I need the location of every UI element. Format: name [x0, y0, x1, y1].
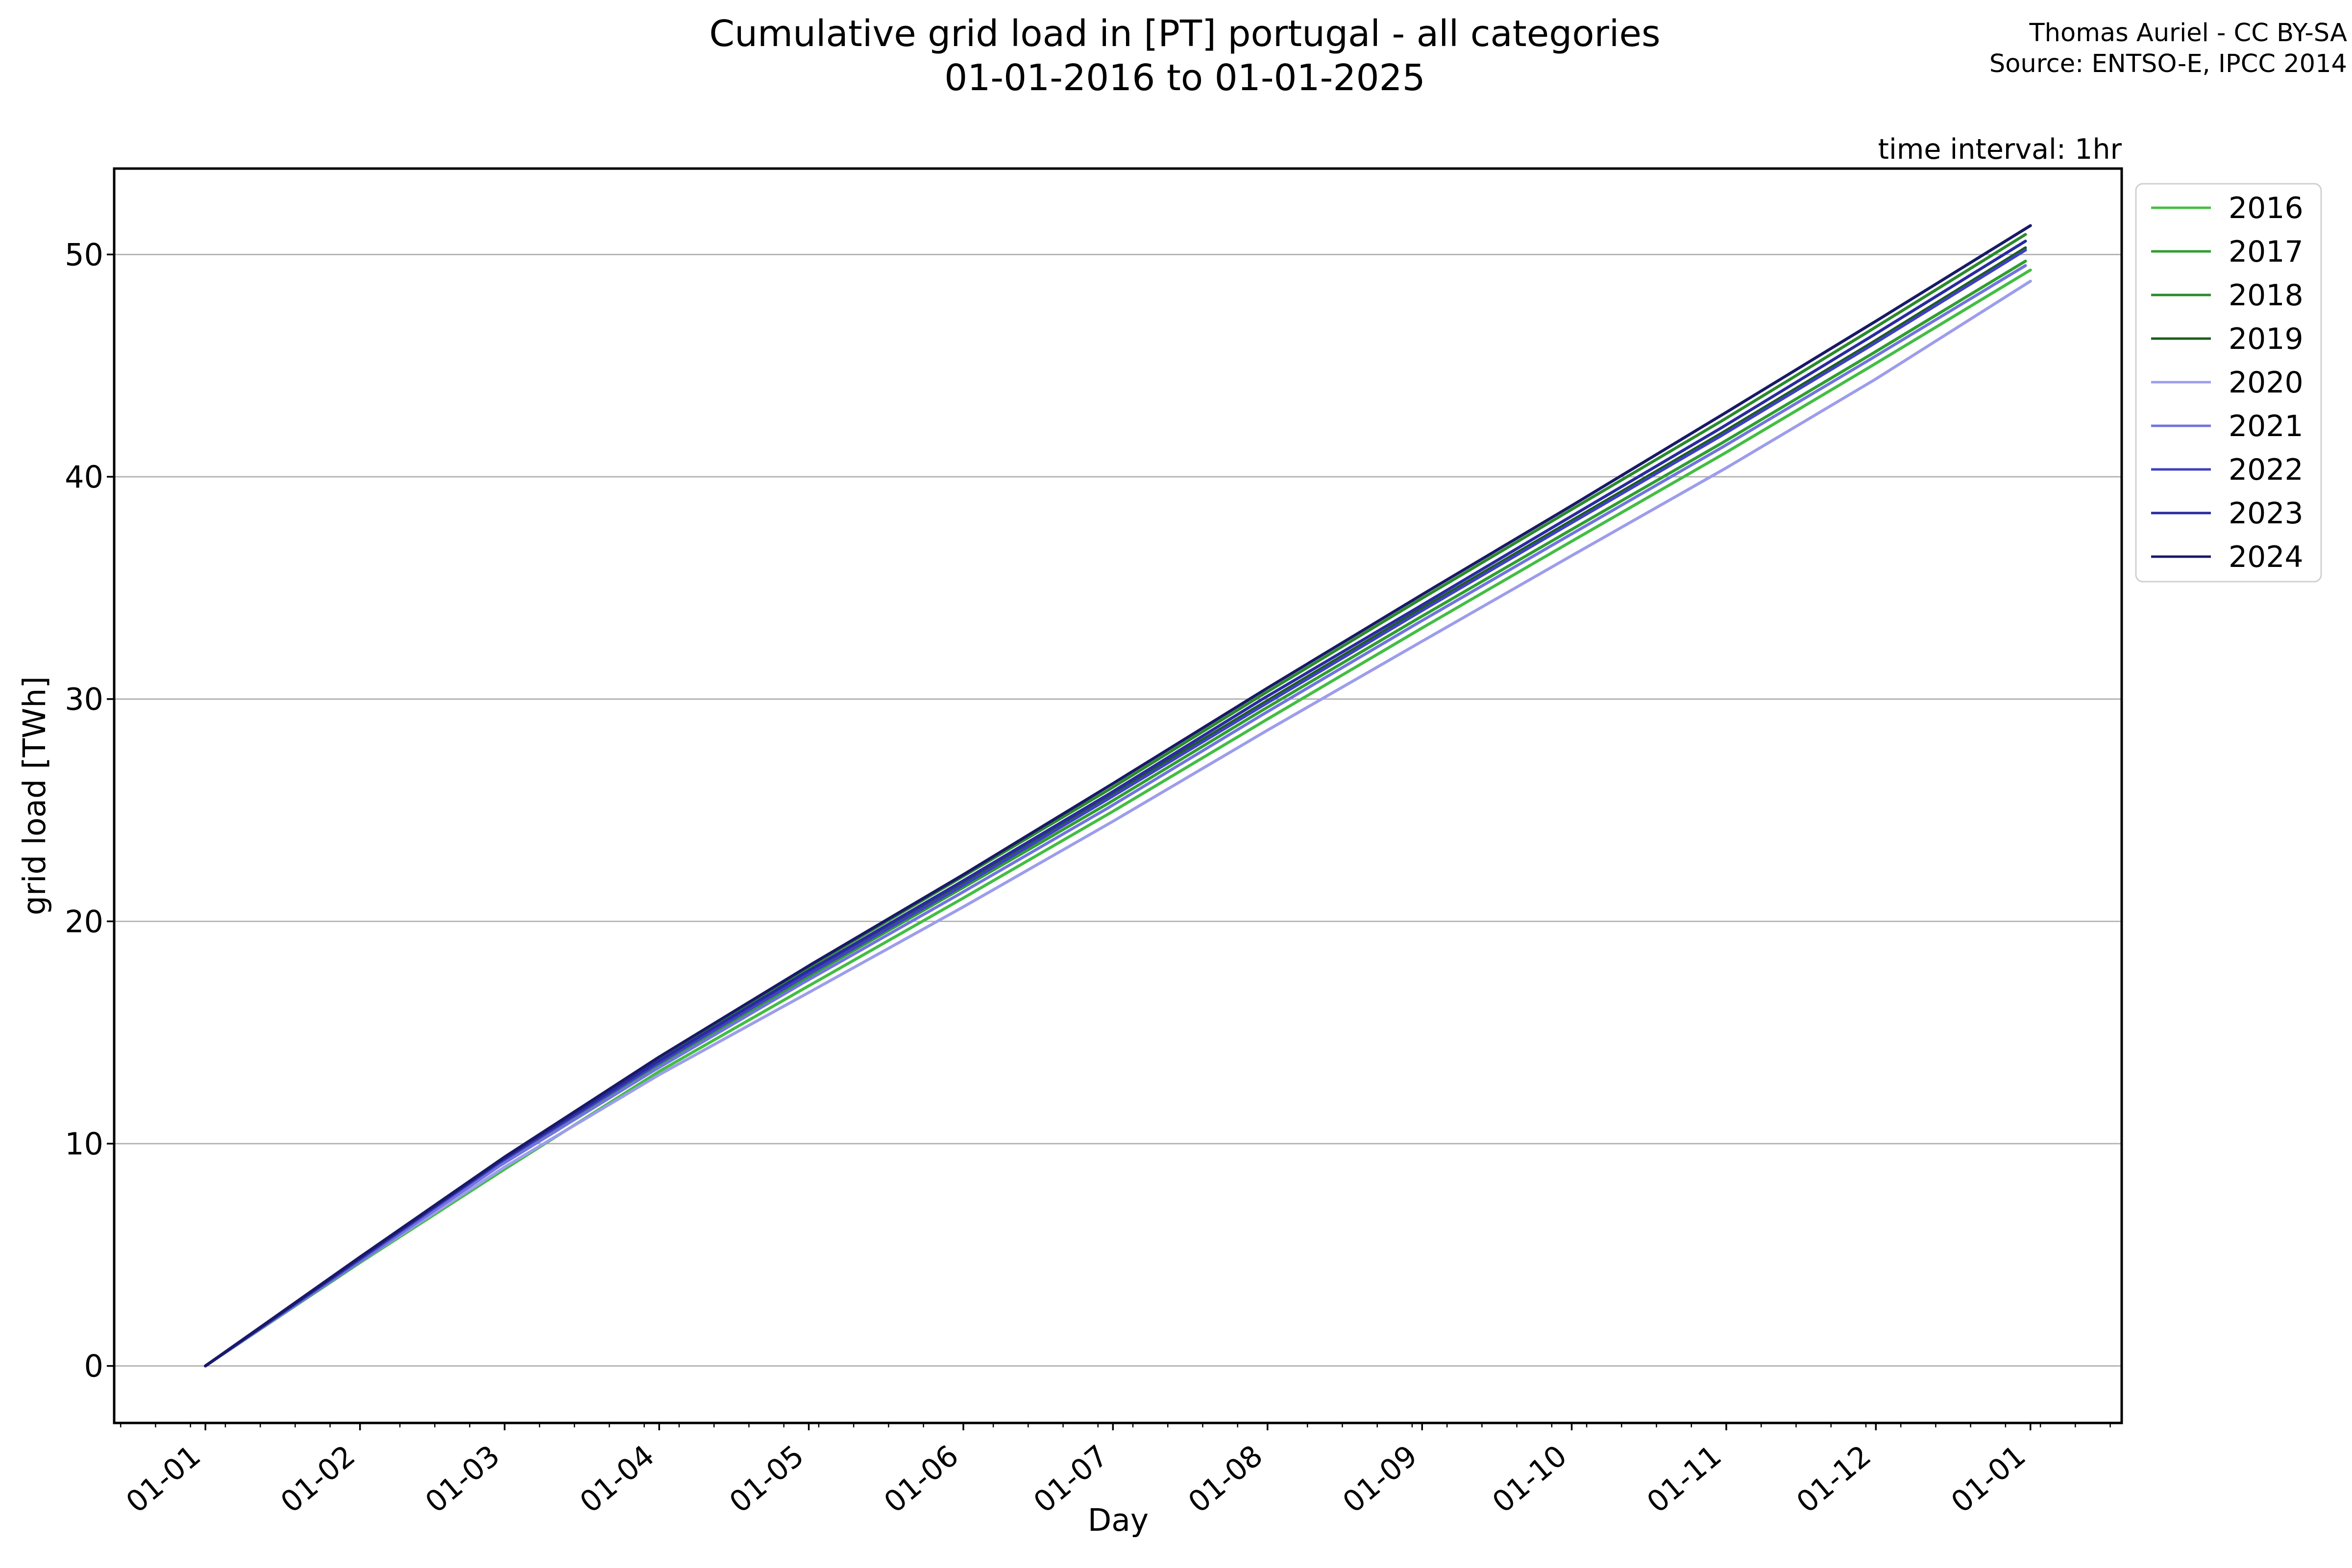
x-tick-label-12: 01-01: [1945, 1439, 2033, 1520]
x-tick-label-3: 01-04: [573, 1439, 661, 1520]
legend-label-2023: 2023: [2229, 496, 2303, 531]
plot-border: [113, 167, 2123, 1424]
x-tick-label-8: 01-09: [1336, 1439, 1424, 1520]
x-tick-label-11: 01-12: [1790, 1439, 1878, 1520]
chart-title-line1: Cumulative grid load in [PT] portugal - …: [709, 13, 1661, 55]
legend-label-2020: 2020: [2229, 366, 2303, 400]
attribution: Thomas Auriel - CC BY-SA Source: ENTSO-E…: [1989, 18, 2347, 79]
x-axis-label: Day: [1088, 1502, 1149, 1538]
x-tick-label-1: 01-02: [274, 1439, 362, 1520]
x-tick-label-5: 01-06: [878, 1439, 965, 1520]
chart-title-line2: 01-01-2016 to 01-01-2025: [944, 57, 1425, 99]
x-tick-labels: 01-01 01-02 01-03 01-04 01-05 01-06 01-07 01-08…: [120, 1439, 2032, 1520]
series-line-2024: [204, 224, 2032, 1368]
legend-label-2021: 2021: [2229, 409, 2303, 443]
y-tick-label-50: 50: [65, 237, 103, 272]
y-tick-label-20: 20: [65, 904, 103, 939]
series-line-2022: [204, 248, 2027, 1368]
attribution-source: Source: ENTSO-E, IPCC 2014: [1989, 49, 2347, 78]
x-tick-label-7: 01-08: [1182, 1439, 1270, 1520]
legend-label-2018: 2018: [2229, 278, 2303, 313]
gridlines: [114, 253, 2122, 1367]
y-tick-label-0: 0: [84, 1348, 103, 1384]
attribution-author: Thomas Auriel - CC BY-SA: [2029, 19, 2347, 48]
legend: 2016 2017 2018 2019 2020 2021 2022 2023 2024: [2135, 183, 2322, 583]
series-line-2021: [204, 264, 2027, 1368]
series-line-2020: [204, 279, 2032, 1368]
series-line-2016: [204, 269, 2032, 1368]
series-lines: [204, 224, 2032, 1368]
y-tick-label-10: 10: [65, 1126, 103, 1162]
chart-title: Cumulative grid load in [PT] portugal - …: [709, 12, 1660, 100]
legend-label-2017: 2017: [2229, 235, 2303, 269]
x-tick-label-9: 01-10: [1486, 1439, 1574, 1520]
y-tick-labels: 0 10 20 30 40 50: [65, 237, 103, 1384]
x-tick-label-2: 01-03: [419, 1439, 507, 1520]
legend-label-2022: 2022: [2229, 453, 2303, 487]
axis-ticks: [107, 253, 2111, 1430]
legend-box: [2135, 183, 2322, 583]
x-tick-label-4: 01-05: [723, 1439, 811, 1520]
x-tick-label-10: 01-11: [1641, 1439, 1728, 1520]
y-tick-label-40: 40: [65, 459, 103, 495]
y-tick-label-30: 30: [65, 682, 103, 717]
legend-label-2024: 2024: [2229, 540, 2303, 574]
series-line-2017: [204, 259, 2027, 1368]
time-interval-annotation: time interval: 1hr: [1878, 133, 2122, 166]
y-axis-label: grid load [TWh]: [17, 676, 52, 915]
legend-label-2019: 2019: [2229, 322, 2303, 356]
legend-label-2016: 2016: [2229, 191, 2303, 225]
x-tick-label-0: 01-01: [120, 1439, 207, 1520]
